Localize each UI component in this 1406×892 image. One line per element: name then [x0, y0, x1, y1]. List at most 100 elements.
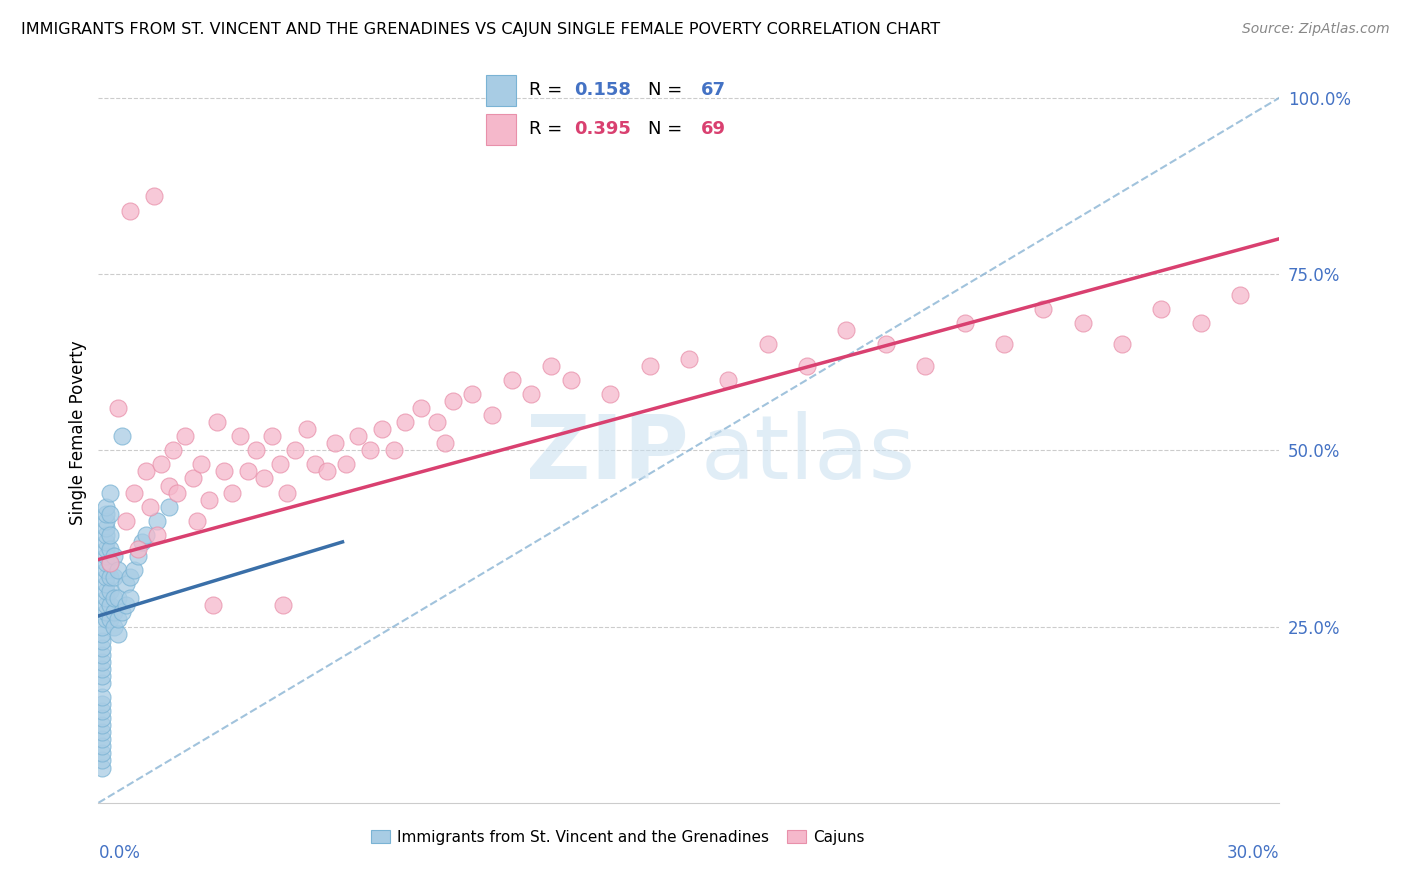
- Point: [273, 599, 295, 613]
- Point: [295, 422, 318, 436]
- Point: [284, 443, 307, 458]
- Point: [107, 401, 129, 415]
- Point: [166, 485, 188, 500]
- Point: [96, 563, 118, 577]
- Point: [103, 619, 125, 633]
- Point: [501, 373, 523, 387]
- Point: [103, 591, 125, 606]
- Point: [103, 549, 125, 563]
- Point: [135, 464, 157, 478]
- Point: [98, 541, 121, 556]
- Point: [411, 401, 433, 415]
- Point: [96, 556, 118, 570]
- Point: [1032, 302, 1054, 317]
- Point: [96, 528, 118, 542]
- Point: [315, 464, 337, 478]
- Point: [875, 337, 897, 351]
- Point: [323, 436, 346, 450]
- Point: [96, 584, 118, 599]
- Point: [96, 549, 118, 563]
- Point: [96, 606, 118, 620]
- Point: [91, 725, 114, 739]
- Legend: Immigrants from St. Vincent and the Grenadines, Cajuns: Immigrants from St. Vincent and the Gren…: [366, 823, 872, 851]
- Text: 0.0%: 0.0%: [98, 844, 141, 862]
- Point: [157, 500, 180, 514]
- Point: [98, 599, 121, 613]
- Point: [1071, 316, 1094, 330]
- Point: [181, 471, 204, 485]
- Point: [91, 732, 114, 747]
- Point: [127, 549, 149, 563]
- Y-axis label: Single Female Poverty: Single Female Poverty: [69, 341, 87, 524]
- Point: [1150, 302, 1173, 317]
- Point: [96, 535, 118, 549]
- Text: 30.0%: 30.0%: [1227, 844, 1279, 862]
- Point: [91, 697, 114, 711]
- Point: [914, 359, 936, 373]
- Point: [103, 570, 125, 584]
- Point: [96, 521, 118, 535]
- Point: [269, 458, 291, 472]
- Point: [678, 351, 700, 366]
- Point: [91, 739, 114, 754]
- Point: [107, 591, 129, 606]
- Point: [91, 633, 114, 648]
- Point: [91, 676, 114, 690]
- Point: [115, 514, 138, 528]
- Point: [142, 189, 165, 203]
- Point: [118, 203, 141, 218]
- Point: [96, 570, 118, 584]
- Point: [91, 669, 114, 683]
- Point: [91, 619, 114, 633]
- Point: [229, 429, 252, 443]
- Point: [96, 591, 118, 606]
- Point: [135, 528, 157, 542]
- Point: [371, 422, 394, 436]
- Point: [98, 507, 121, 521]
- Point: [107, 612, 129, 626]
- Point: [359, 443, 381, 458]
- Point: [122, 563, 145, 577]
- Point: [96, 612, 118, 626]
- Point: [162, 443, 184, 458]
- Point: [91, 655, 114, 669]
- Point: [190, 458, 212, 472]
- Point: [335, 458, 357, 472]
- Point: [115, 577, 138, 591]
- Point: [347, 429, 370, 443]
- Point: [599, 387, 621, 401]
- Point: [96, 507, 118, 521]
- Point: [197, 492, 219, 507]
- Point: [98, 612, 121, 626]
- Text: atlas: atlas: [700, 411, 915, 499]
- Point: [433, 436, 456, 450]
- Text: IMMIGRANTS FROM ST. VINCENT AND THE GRENADINES VS CAJUN SINGLE FEMALE POVERTY CO: IMMIGRANTS FROM ST. VINCENT AND THE GREN…: [21, 22, 941, 37]
- Point: [993, 337, 1015, 351]
- Point: [96, 541, 118, 556]
- Point: [98, 584, 121, 599]
- Point: [174, 429, 197, 443]
- Point: [205, 415, 228, 429]
- Point: [540, 359, 562, 373]
- Point: [107, 626, 129, 640]
- Point: [717, 373, 740, 387]
- Point: [481, 408, 503, 422]
- Point: [150, 458, 173, 472]
- Point: [221, 485, 243, 500]
- Point: [107, 563, 129, 577]
- Point: [276, 485, 298, 500]
- Point: [91, 760, 114, 774]
- Point: [96, 599, 118, 613]
- Point: [96, 577, 118, 591]
- Point: [103, 606, 125, 620]
- Point: [560, 373, 582, 387]
- Point: [131, 535, 153, 549]
- Point: [426, 415, 449, 429]
- Text: Source: ZipAtlas.com: Source: ZipAtlas.com: [1241, 22, 1389, 37]
- Point: [115, 599, 138, 613]
- Point: [111, 429, 134, 443]
- Point: [91, 718, 114, 732]
- Point: [520, 387, 543, 401]
- Point: [91, 754, 114, 768]
- Point: [835, 323, 858, 337]
